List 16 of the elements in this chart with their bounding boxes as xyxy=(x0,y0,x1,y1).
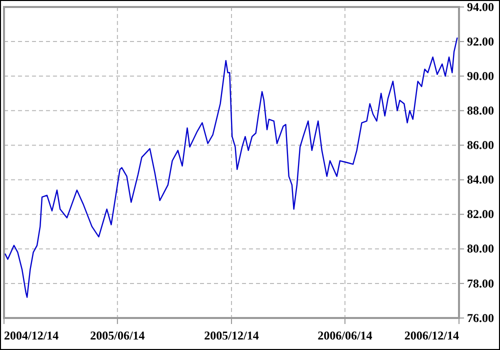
y-tick-label: 76.00 xyxy=(467,310,494,325)
x-tick-label: 2006/12/14 xyxy=(404,328,459,343)
x-tick-label: 2005/06/14 xyxy=(90,328,145,343)
y-tick-label: 84.00 xyxy=(467,172,494,187)
y-tick-label: 94.00 xyxy=(467,0,494,14)
y-tick-label: 82.00 xyxy=(467,207,494,222)
y-tick-label: 86.00 xyxy=(467,138,494,152)
line-series xyxy=(4,38,458,298)
y-tick-label: 88.00 xyxy=(467,104,494,118)
y-tick-label: 92.00 xyxy=(467,34,494,48)
y-tick-label: 80.00 xyxy=(467,242,494,256)
y-tick-label: 90.00 xyxy=(467,68,494,83)
x-tick-label: 2004/12/14 xyxy=(4,328,59,343)
y-tick-label: 78.00 xyxy=(467,276,494,290)
x-tick-label: 2006/06/14 xyxy=(318,328,372,343)
x-tick-label: 2005/12/14 xyxy=(204,328,259,343)
